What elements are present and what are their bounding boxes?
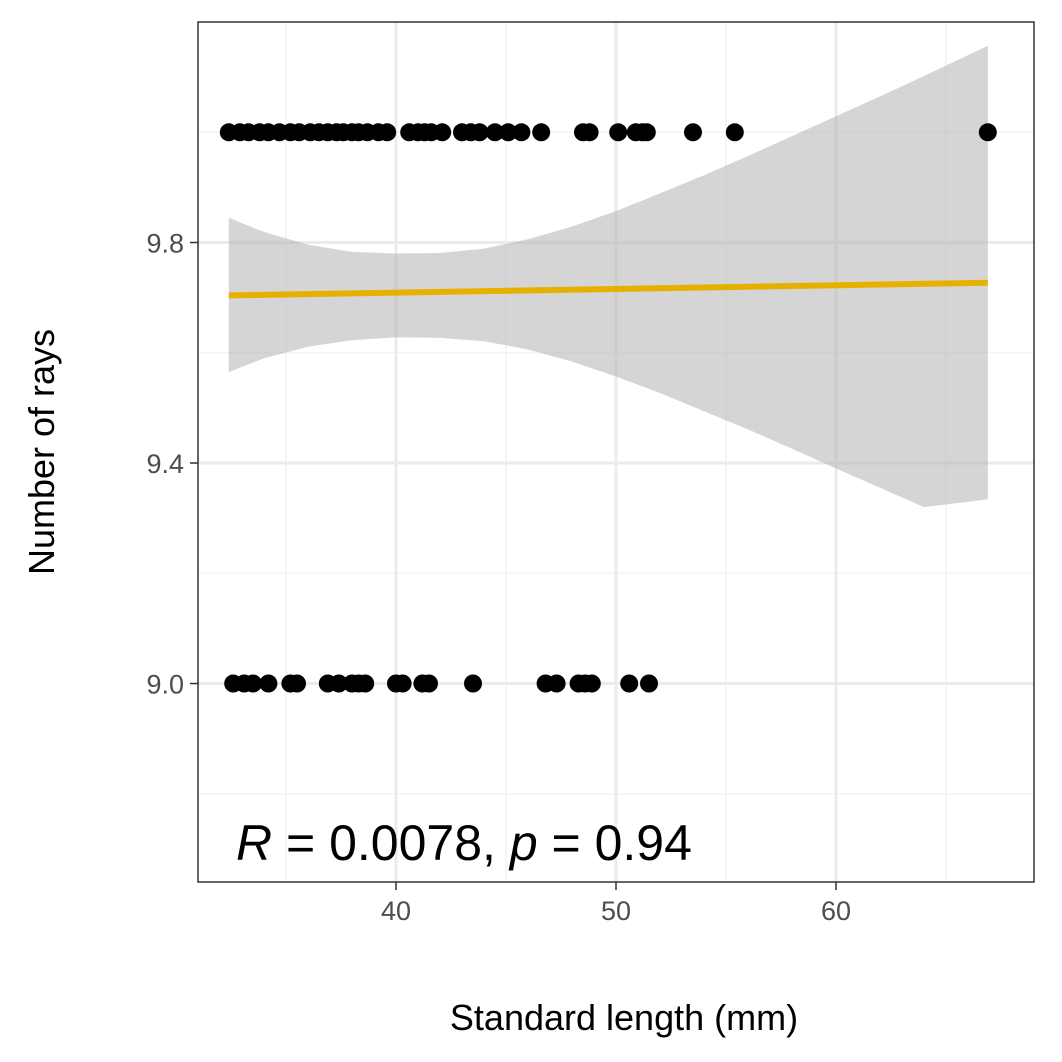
data-point — [640, 674, 658, 693]
fit-line-layer — [228, 279, 988, 299]
data-point — [978, 123, 997, 142]
data-point — [725, 123, 744, 142]
data-point — [259, 674, 278, 693]
confidence-band-layer — [228, 45, 988, 508]
data-point — [464, 674, 482, 693]
data-point — [356, 674, 375, 693]
annotation-r-symbol: R — [236, 815, 272, 871]
x-tick-label: 40 — [381, 896, 411, 926]
fit-line — [228, 279, 988, 299]
data-point — [393, 674, 412, 693]
x-tick-label: 60 — [821, 896, 851, 926]
data-point — [532, 123, 551, 142]
data-point — [547, 674, 566, 693]
confidence-band — [228, 45, 988, 508]
data-point — [420, 674, 438, 693]
annotation-p-value: = 0.94 — [538, 815, 692, 871]
y-tick-label: 9.8 — [146, 229, 184, 259]
data-point — [620, 674, 639, 693]
data-point — [499, 123, 518, 142]
data-point — [470, 123, 489, 142]
data-point — [486, 123, 504, 142]
y-tick-label: 9.0 — [146, 670, 184, 700]
data-point — [244, 674, 262, 693]
annotation: R = 0.0078, p = 0.94 — [236, 815, 692, 871]
data-point — [580, 123, 599, 142]
annotation-p-symbol: p — [508, 815, 538, 871]
data-point — [637, 123, 656, 142]
data-points — [219, 123, 997, 693]
y-tick-label: 9.4 — [146, 449, 184, 479]
data-point — [609, 123, 628, 142]
data-point — [329, 674, 348, 693]
y-axis-title: Number of rays — [21, 329, 62, 575]
data-point — [378, 123, 397, 142]
data-point — [684, 123, 702, 142]
annotation-r-value: = 0.0078, — [272, 815, 510, 871]
x-tick-label: 50 — [601, 896, 631, 926]
x-axis-title: Standard length (mm) — [450, 997, 798, 1038]
data-point — [433, 123, 452, 142]
data-point — [582, 674, 601, 693]
data-point — [512, 123, 531, 142]
axes: 40 50 60 9.0 9.4 9.8 — [146, 229, 851, 926]
data-point — [288, 674, 306, 693]
